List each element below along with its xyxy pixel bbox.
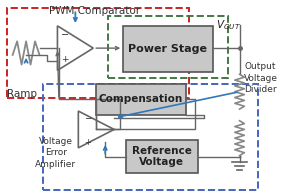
FancyBboxPatch shape	[126, 140, 198, 173]
Text: $V_{OUT}$: $V_{OUT}$	[216, 18, 241, 32]
Text: −: −	[61, 30, 69, 40]
Text: PWM Comparator: PWM Comparator	[49, 5, 140, 16]
Text: −: −	[83, 113, 91, 122]
Text: Ramp: Ramp	[7, 89, 37, 99]
FancyBboxPatch shape	[96, 84, 186, 115]
Polygon shape	[57, 26, 93, 70]
Text: Output
Voltage
Divider: Output Voltage Divider	[244, 62, 278, 94]
Text: Power Stage: Power Stage	[128, 44, 207, 54]
Text: Voltage
Error
Amplifier: Voltage Error Amplifier	[35, 137, 76, 169]
Polygon shape	[78, 111, 114, 148]
Text: Compensation: Compensation	[99, 94, 183, 105]
Text: Reference
Voltage: Reference Voltage	[132, 146, 192, 167]
FancyBboxPatch shape	[123, 26, 213, 72]
Text: +: +	[61, 55, 69, 64]
Text: +: +	[84, 137, 91, 146]
